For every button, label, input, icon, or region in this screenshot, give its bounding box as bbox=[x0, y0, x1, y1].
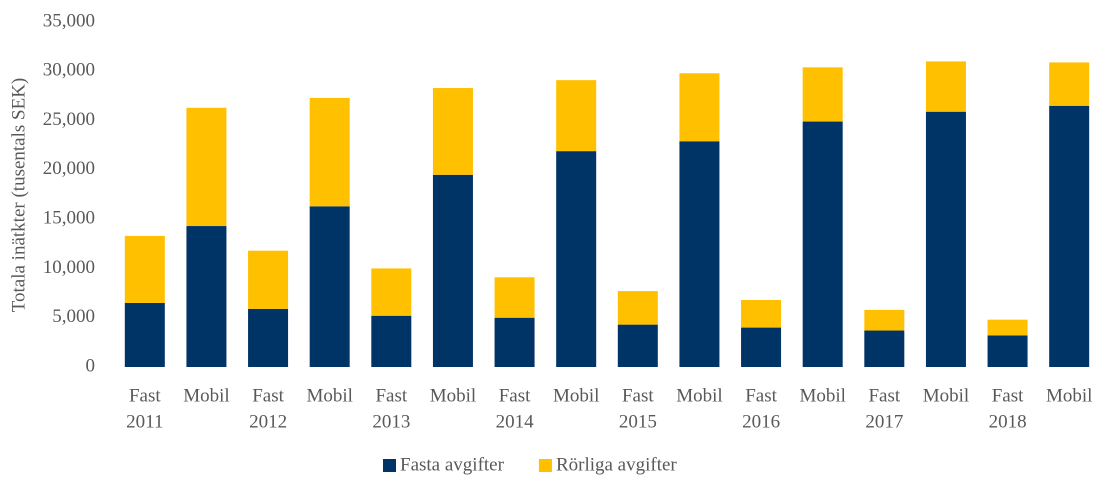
bar-segment bbox=[741, 299, 782, 328]
bar-segment bbox=[987, 319, 1028, 336]
bar-segment bbox=[1049, 62, 1090, 106]
legend-label: Fasta avgifter bbox=[400, 454, 505, 475]
y-tick-label: 30,000 bbox=[43, 60, 95, 81]
x-tick-label: Mobil bbox=[923, 385, 969, 406]
bar-segment bbox=[925, 61, 966, 112]
x-tick-label: Mobil bbox=[1046, 385, 1092, 406]
legend-swatch bbox=[538, 459, 552, 472]
bar-segment bbox=[556, 80, 597, 152]
bar-segment bbox=[186, 107, 227, 227]
x-tick-label: 2012 bbox=[249, 411, 287, 432]
x-tick-label: 2015 bbox=[619, 411, 657, 432]
bar-segment bbox=[802, 121, 843, 367]
bar-segment bbox=[925, 111, 966, 367]
x-tick-label: Fast bbox=[252, 385, 284, 406]
y-tick-label: 35,000 bbox=[43, 10, 95, 31]
x-tick-label: 2016 bbox=[742, 411, 780, 432]
x-tick-label: Mobil bbox=[306, 385, 352, 406]
x-tick-label: 2013 bbox=[372, 411, 410, 432]
bar-segment bbox=[617, 291, 658, 325]
x-tick-label: 2014 bbox=[496, 411, 535, 432]
bar-segment bbox=[371, 268, 412, 316]
bar-segment bbox=[371, 315, 412, 367]
y-tick-label: 5,000 bbox=[52, 306, 95, 327]
bar-segment bbox=[309, 206, 350, 367]
y-tick-label: 25,000 bbox=[43, 109, 95, 130]
bar-segment bbox=[124, 302, 165, 367]
bar-segment bbox=[124, 235, 165, 303]
x-tick-label: 2017 bbox=[865, 411, 903, 432]
bar-segment bbox=[556, 151, 597, 367]
y-tick-label: 0 bbox=[86, 355, 96, 376]
bar-segment bbox=[864, 309, 905, 331]
bar-segment bbox=[186, 226, 227, 367]
bar-segment bbox=[309, 97, 350, 207]
bar-segment bbox=[1049, 105, 1090, 368]
bar-segment bbox=[248, 250, 289, 309]
x-tick-label: Fast bbox=[868, 385, 900, 406]
bar-segment bbox=[248, 308, 289, 367]
y-tick-label: 15,000 bbox=[43, 208, 95, 229]
legend-label: Rörliga avgifter bbox=[556, 454, 677, 475]
y-tick-label: 10,000 bbox=[43, 257, 95, 278]
x-tick-label: Mobil bbox=[799, 385, 845, 406]
y-axis-label: Totala inätkter (tusentals SEK) bbox=[8, 78, 29, 313]
bar-segment bbox=[679, 73, 720, 142]
x-tick-label: Fast bbox=[992, 385, 1024, 406]
x-tick-label: Fast bbox=[745, 385, 777, 406]
legend-swatch bbox=[383, 459, 396, 472]
bar-segment bbox=[617, 324, 658, 367]
bar-segment bbox=[802, 67, 843, 122]
x-tick-label: 2018 bbox=[989, 411, 1027, 432]
x-tick-label: Mobil bbox=[183, 385, 229, 406]
bar-segment bbox=[987, 335, 1028, 367]
x-tick-label: Fast bbox=[375, 385, 407, 406]
bar-segment bbox=[494, 317, 535, 367]
bar-segment bbox=[679, 141, 720, 367]
bar-segment bbox=[864, 330, 905, 367]
bar-segment bbox=[432, 88, 473, 175]
y-tick-label: 20,000 bbox=[43, 158, 95, 179]
x-tick-label: Mobil bbox=[430, 385, 476, 406]
bar-segment bbox=[494, 277, 535, 318]
bar-segment bbox=[432, 174, 473, 367]
x-tick-label: 2011 bbox=[126, 411, 163, 432]
bar-segment bbox=[741, 327, 782, 367]
x-tick-label: Fast bbox=[129, 385, 161, 406]
x-tick-label: Fast bbox=[622, 385, 654, 406]
x-tick-label: Mobil bbox=[553, 385, 599, 406]
x-tick-label: Fast bbox=[499, 385, 531, 406]
x-tick-label: Mobil bbox=[676, 385, 722, 406]
